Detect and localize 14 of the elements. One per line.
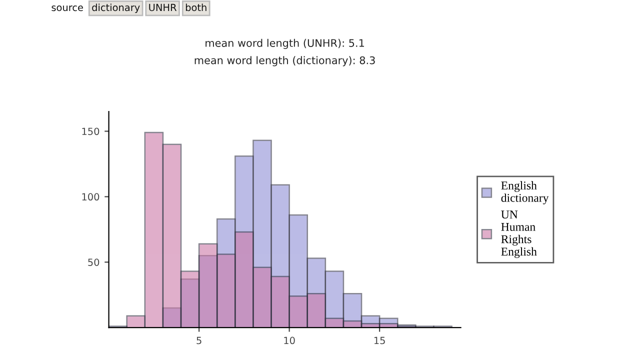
x-tick-label: 10 [284, 336, 295, 344]
y-tick-label: 100 [82, 193, 100, 201]
text: source [52, 6, 83, 12]
legend-label: English dictionary [501, 181, 549, 204]
y-tick-label: 150 [82, 128, 100, 136]
text: UNHR [149, 4, 176, 12]
x-tick-label: 5 [196, 336, 202, 344]
y-tick-label: 50 [88, 258, 100, 266]
chart-title: mean word length (UNHR): 5.1 [206, 38, 364, 49]
text: dictionary [92, 4, 140, 14]
chart-subtitle: mean word length (dictionary): 8.3 [194, 56, 375, 66]
legend-label: UN Human Rights English [501, 210, 537, 258]
x-tick-label: 15 [374, 336, 385, 344]
text: both [186, 4, 206, 12]
